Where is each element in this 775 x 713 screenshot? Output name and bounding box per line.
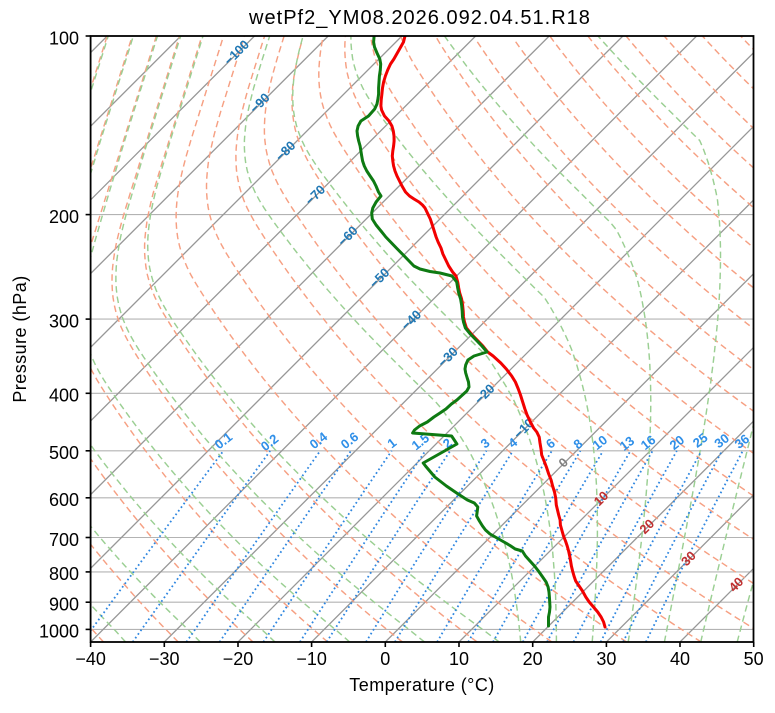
svg-text:10: 10: [449, 649, 469, 669]
svg-text:Temperature (°C): Temperature (°C): [349, 675, 494, 695]
svg-text:20: 20: [523, 649, 543, 669]
svg-text:50: 50: [744, 649, 764, 669]
svg-text:300: 300: [49, 311, 79, 331]
svg-text:400: 400: [49, 386, 79, 406]
svg-text:−20: −20: [223, 649, 254, 669]
svg-text:600: 600: [49, 490, 79, 510]
svg-text:30: 30: [596, 649, 616, 669]
svg-text:200: 200: [49, 207, 79, 227]
svg-text:−40: −40: [75, 649, 106, 669]
svg-text:−30: −30: [149, 649, 180, 669]
svg-text:100: 100: [49, 28, 79, 48]
svg-text:800: 800: [49, 564, 79, 584]
svg-text:1000: 1000: [39, 622, 79, 642]
svg-text:500: 500: [49, 443, 79, 463]
svg-text:40: 40: [670, 649, 690, 669]
svg-text:Pressure (hPa): Pressure (hPa): [10, 275, 30, 402]
svg-text:−10: −10: [296, 649, 327, 669]
svg-text:wetPf2_YM08.2026.092.04.51.R18: wetPf2_YM08.2026.092.04.51.R18: [248, 7, 591, 29]
svg-text:700: 700: [49, 530, 79, 550]
svg-text:0: 0: [380, 649, 390, 669]
svg-text:900: 900: [49, 595, 79, 615]
